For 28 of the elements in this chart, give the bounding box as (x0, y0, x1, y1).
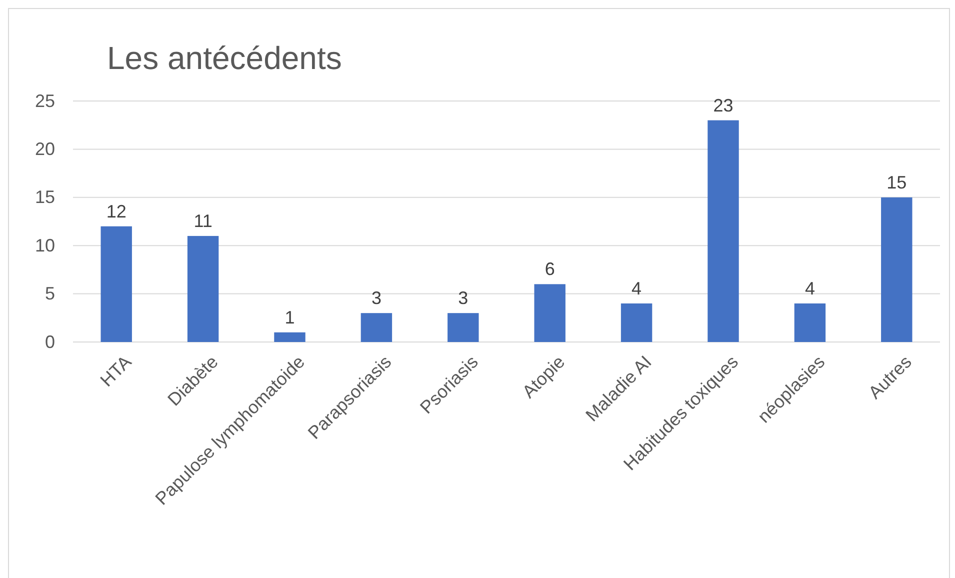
y-tick-label: 15 (34, 187, 55, 208)
y-tick-label: 20 (34, 138, 55, 159)
data-label: 3 (458, 288, 468, 308)
data-label: 1 (284, 307, 295, 328)
bar (620, 303, 652, 342)
bar (534, 284, 566, 342)
bar (274, 332, 306, 342)
data-label: 3 (371, 288, 382, 308)
data-label: 6 (544, 259, 555, 280)
data-label: 4 (804, 278, 815, 298)
bar (881, 197, 912, 342)
data-label: 11 (194, 210, 212, 231)
y-tick-label: 25 (34, 90, 55, 111)
bar (708, 120, 739, 342)
data-label: 23 (713, 95, 734, 116)
bar (448, 313, 479, 342)
data-label: 15 (886, 172, 907, 192)
data-label: 4 (632, 278, 642, 298)
chart-title: Les antécédents (107, 40, 342, 76)
bar (187, 236, 219, 342)
y-tick-label: 0 (44, 332, 55, 352)
bar (100, 226, 132, 342)
bar (360, 313, 392, 342)
y-tick-label: 10 (34, 235, 55, 256)
y-tick-label: 5 (44, 284, 55, 304)
data-label: 12 (106, 201, 126, 222)
x-tick-label: HTA (96, 352, 136, 390)
bar (794, 303, 826, 342)
